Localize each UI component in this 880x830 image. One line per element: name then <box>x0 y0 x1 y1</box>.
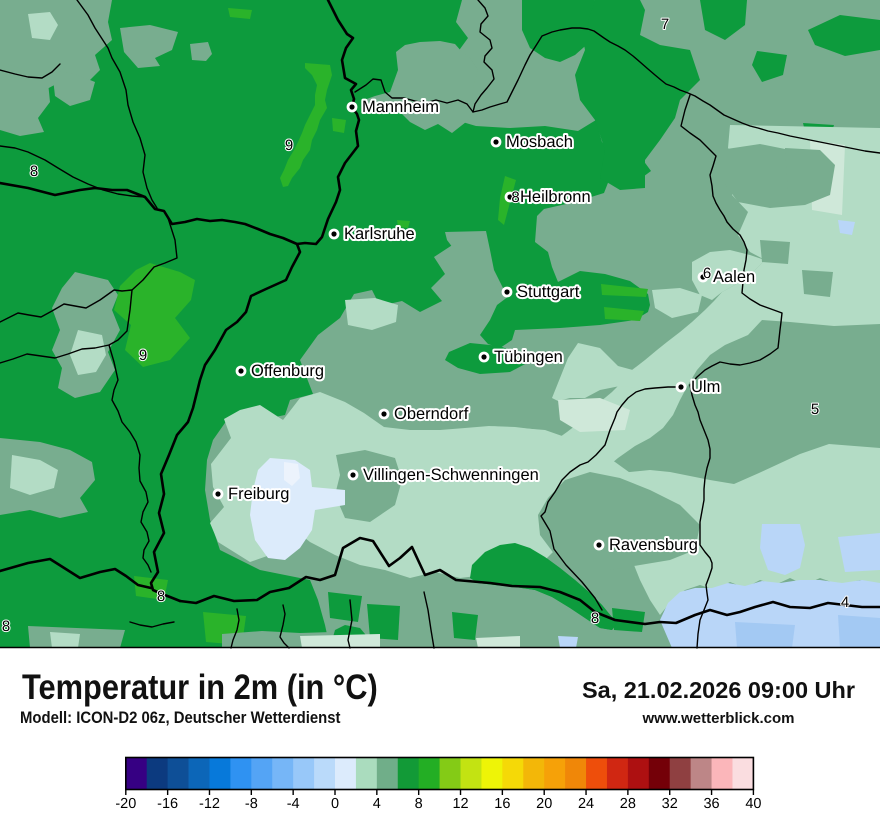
svg-text:9: 9 <box>285 137 293 154</box>
svg-text:-4: -4 <box>287 796 300 812</box>
svg-text:Villingen-Schwenningen: Villingen-Schwenningen <box>363 466 539 484</box>
svg-text:5: 5 <box>811 401 819 418</box>
svg-text:8: 8 <box>591 610 599 627</box>
svg-text:Freiburg: Freiburg <box>228 485 289 503</box>
svg-text:-12: -12 <box>199 796 220 812</box>
svg-text:Ulm: Ulm <box>691 378 720 396</box>
svg-text:8: 8 <box>30 163 38 180</box>
svg-text:Mannheim: Mannheim <box>362 98 439 116</box>
svg-text:8: 8 <box>2 618 10 635</box>
svg-text:Oberndorf: Oberndorf <box>394 405 469 423</box>
svg-text:Tübingen: Tübingen <box>494 348 563 366</box>
svg-text:28: 28 <box>620 796 636 812</box>
svg-text:Mosbach: Mosbach <box>506 133 573 151</box>
svg-text:Aalen: Aalen <box>713 268 755 286</box>
svg-text:8: 8 <box>511 189 519 206</box>
svg-text:20: 20 <box>536 796 552 812</box>
svg-text:Stuttgart: Stuttgart <box>517 283 580 301</box>
svg-text:4: 4 <box>373 796 381 812</box>
svg-text:Ravensburg: Ravensburg <box>609 536 698 554</box>
svg-text:16: 16 <box>494 796 510 812</box>
svg-text:8: 8 <box>415 796 423 812</box>
svg-text:36: 36 <box>703 796 719 812</box>
svg-text:Offenburg: Offenburg <box>251 362 324 380</box>
svg-text:-8: -8 <box>245 796 258 812</box>
svg-text:9: 9 <box>139 347 147 364</box>
svg-text:0: 0 <box>331 796 339 812</box>
svg-text:6: 6 <box>703 265 711 282</box>
svg-text:8: 8 <box>157 588 165 605</box>
svg-text:-20: -20 <box>115 796 136 812</box>
svg-text:40: 40 <box>745 796 761 812</box>
svg-text:32: 32 <box>662 796 678 812</box>
svg-text:7: 7 <box>661 16 669 33</box>
svg-text:Heilbronn: Heilbronn <box>520 188 591 206</box>
svg-text:12: 12 <box>452 796 468 812</box>
svg-text:Karlsruhe: Karlsruhe <box>344 225 415 243</box>
svg-text:4: 4 <box>841 594 849 611</box>
svg-text:-16: -16 <box>157 796 178 812</box>
svg-text:24: 24 <box>578 796 594 812</box>
